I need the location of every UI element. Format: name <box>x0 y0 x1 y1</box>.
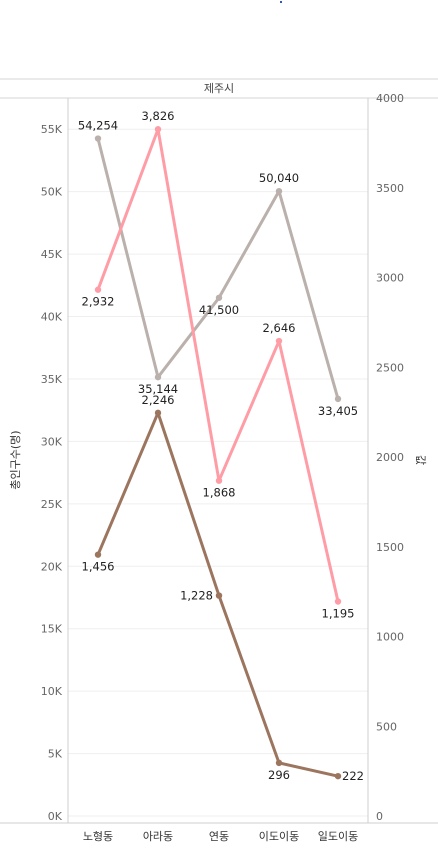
right-tick-label: 3500 <box>376 182 404 195</box>
data-point <box>95 287 101 293</box>
left-axis-ticks: 0K 5K 10K 15K 20K 25K 30K 35K 40K 45K 50K 55K <box>41 123 63 823</box>
data-point <box>95 551 101 557</box>
data-label: 50,040 <box>259 171 299 185</box>
data-label: 1,456 <box>82 560 115 574</box>
category-label: 노형동 <box>83 830 113 843</box>
left-tick-label: 45K <box>41 248 63 261</box>
category-label: 일도이동 <box>318 829 358 843</box>
data-point <box>155 410 161 416</box>
data-point <box>155 126 161 132</box>
data-label: 2,932 <box>82 295 115 309</box>
data-label: 1,195 <box>322 606 355 620</box>
data-label: 41,500 <box>199 303 239 317</box>
right-tick-label: 1000 <box>376 631 404 644</box>
chart-title: 제주시 <box>204 82 234 95</box>
left-tick-label: 5K <box>48 748 63 761</box>
right-axis-ticks: 0 500 1000 1500 2000 2500 3000 3500 4000 <box>376 92 404 823</box>
data-point <box>335 396 341 402</box>
category-label: 연동 <box>209 830 229 843</box>
category-label: 이도이동 <box>259 830 299 843</box>
data-label: 2,646 <box>263 321 296 335</box>
right-tick-label: 2000 <box>376 451 404 464</box>
left-tick-label: 15K <box>41 623 63 636</box>
data-labels: 54,25435,14441,50050,04033,4052,9323,826… <box>78 109 364 783</box>
data-label: 3,826 <box>142 109 175 123</box>
data-label: 1,228 <box>180 589 213 603</box>
data-point <box>276 760 282 766</box>
data-label: 222 <box>342 769 364 783</box>
left-tick-label: 0K <box>48 810 63 823</box>
data-point <box>95 135 101 141</box>
top-marker <box>280 1 282 3</box>
data-point <box>276 188 282 194</box>
left-tick-label: 50K <box>41 186 63 199</box>
left-tick-label: 25K <box>41 498 63 511</box>
left-tick-label: 55K <box>41 123 63 136</box>
right-tick-label: 2500 <box>376 361 404 374</box>
right-axis-title: 값 <box>414 455 427 465</box>
left-tick-label: 40K <box>41 311 63 324</box>
series-line <box>98 139 338 399</box>
data-point <box>216 477 222 483</box>
left-axis-title: 총인구수(명) <box>9 430 22 489</box>
series-lines <box>95 126 341 779</box>
data-label: 2,246 <box>142 393 175 407</box>
left-tick-label: 20K <box>41 560 63 573</box>
series-line <box>98 129 338 601</box>
data-label: 296 <box>268 768 290 782</box>
data-label: 1,868 <box>203 486 236 500</box>
data-point <box>216 295 222 301</box>
data-point <box>155 374 161 380</box>
left-tick-label: 30K <box>41 435 63 448</box>
left-tick-label: 10K <box>41 685 63 698</box>
category-labels: 노형동 아라동 연동 이도이동 일도이동 <box>83 829 358 843</box>
data-point <box>276 338 282 344</box>
right-tick-label: 4000 <box>376 92 404 105</box>
data-point <box>216 592 222 598</box>
data-point <box>335 773 341 779</box>
left-tick-label: 35K <box>41 373 63 386</box>
right-tick-label: 1500 <box>376 541 404 554</box>
data-point <box>335 598 341 604</box>
right-tick-label: 3000 <box>376 272 404 285</box>
right-tick-label: 0 <box>376 810 383 823</box>
data-label: 54,254 <box>78 119 118 133</box>
category-label: 아라동 <box>143 830 173 843</box>
right-tick-label: 500 <box>376 720 397 733</box>
data-label: 33,405 <box>318 404 358 418</box>
